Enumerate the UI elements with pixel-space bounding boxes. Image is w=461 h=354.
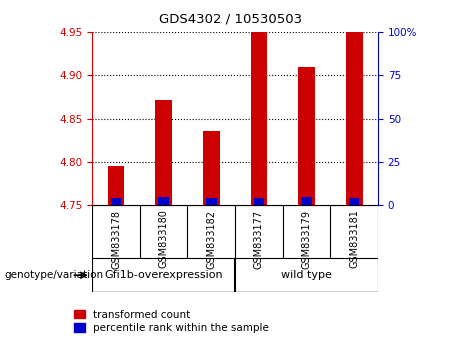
- Bar: [298, 67, 315, 205]
- Bar: [206, 198, 217, 205]
- Text: GDS4302 / 10530503: GDS4302 / 10530503: [159, 12, 302, 25]
- Text: genotype/variation: genotype/variation: [5, 270, 104, 280]
- Bar: [108, 166, 124, 205]
- Bar: [301, 197, 312, 205]
- Bar: [155, 99, 172, 205]
- Bar: [254, 198, 264, 205]
- Text: GSM833178: GSM833178: [111, 210, 121, 269]
- Bar: [251, 32, 267, 205]
- Text: GSM833182: GSM833182: [206, 210, 216, 269]
- Bar: [203, 131, 219, 205]
- Bar: [159, 197, 169, 205]
- Text: GSM833180: GSM833180: [159, 210, 169, 268]
- Bar: [346, 32, 362, 205]
- Text: GSM833177: GSM833177: [254, 210, 264, 269]
- Text: GSM833179: GSM833179: [301, 210, 312, 269]
- Legend: transformed count, percentile rank within the sample: transformed count, percentile rank withi…: [74, 310, 269, 333]
- Bar: [349, 198, 360, 205]
- Text: GSM833181: GSM833181: [349, 210, 359, 268]
- Bar: [111, 198, 121, 205]
- Text: wild type: wild type: [281, 270, 332, 280]
- Text: Gfi1b-overexpression: Gfi1b-overexpression: [104, 270, 223, 280]
